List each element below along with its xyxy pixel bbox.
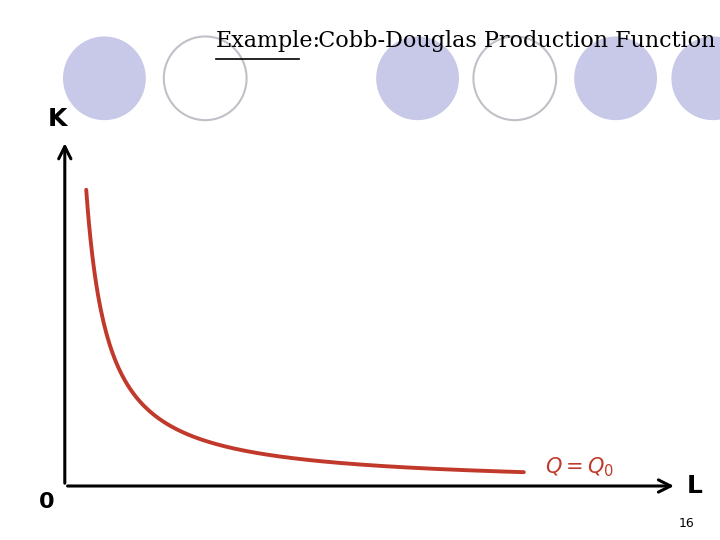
Text: 16: 16 bbox=[679, 517, 695, 530]
Text: Cobb-Douglas Production Function: Cobb-Douglas Production Function bbox=[304, 30, 715, 52]
Text: Example:: Example: bbox=[216, 30, 321, 52]
Text: 0: 0 bbox=[39, 492, 55, 512]
Ellipse shape bbox=[671, 36, 720, 120]
Text: K: K bbox=[48, 107, 67, 131]
Ellipse shape bbox=[376, 36, 459, 120]
Ellipse shape bbox=[575, 36, 657, 120]
Text: $Q = Q_0$: $Q = Q_0$ bbox=[546, 455, 614, 478]
Ellipse shape bbox=[63, 36, 145, 120]
Text: L: L bbox=[687, 474, 703, 498]
